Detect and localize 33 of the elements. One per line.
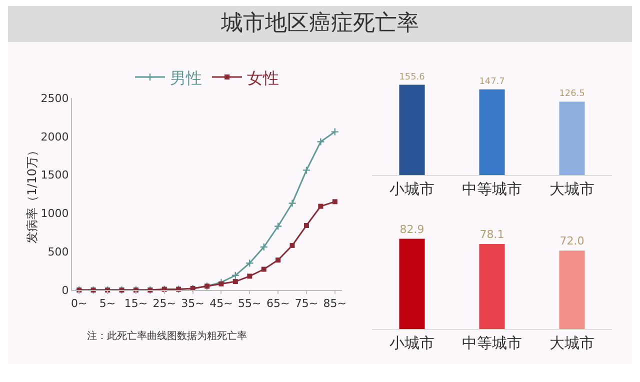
x-tick-label: 5~ (99, 297, 116, 310)
legend-label: 女性 (247, 68, 279, 88)
x-tick-label: 65~ (266, 297, 290, 310)
x-tick-label: 25~ (152, 297, 176, 310)
text: 注：此死亡率曲线图数据为粗死亡率 (87, 330, 247, 342)
data-label: 126.5 (559, 89, 585, 100)
legend-label: 男性 (170, 68, 202, 88)
x-tick-label: 55~ (238, 297, 262, 310)
y-tick-label: 2500 (40, 92, 69, 105)
x-tick-label: 小城市 (390, 180, 434, 198)
x-tick-label: 75~ (294, 297, 318, 310)
y-tick-label: 500 (48, 245, 69, 258)
x-tick-label: 小城市 (390, 334, 434, 352)
x-tick-label: 85~ (323, 297, 346, 310)
x-tick-label: 中等城市 (462, 334, 522, 352)
data-label: 82.9 (400, 222, 424, 236)
data-label: 155.6 (399, 72, 426, 82)
chart-title: 城市地区癌症死亡率 (8, 6, 632, 42)
x-tick-label: 15~ (124, 297, 148, 310)
y-axis-title: 发病率（1/10万） (24, 144, 39, 244)
y-tick-label: 2000 (40, 130, 69, 144)
x-tick-label: 中等城市 (462, 180, 522, 198)
x-tick-label: 大城市 (550, 334, 594, 352)
x-tick-label: 35~ (181, 297, 204, 310)
y-tick-label: 1500 (40, 168, 69, 182)
x-tick-label: 大城市 (550, 180, 594, 198)
data-label: 72.0 (560, 234, 584, 248)
x-tick-label: 45~ (210, 297, 233, 310)
y-tick-label: 1000 (40, 207, 69, 220)
y-tick-label: 0 (62, 284, 69, 297)
data-label: 147.7 (479, 76, 505, 87)
x-tick-label: 0~ (71, 297, 88, 310)
data-label: 78.1 (480, 228, 504, 241)
